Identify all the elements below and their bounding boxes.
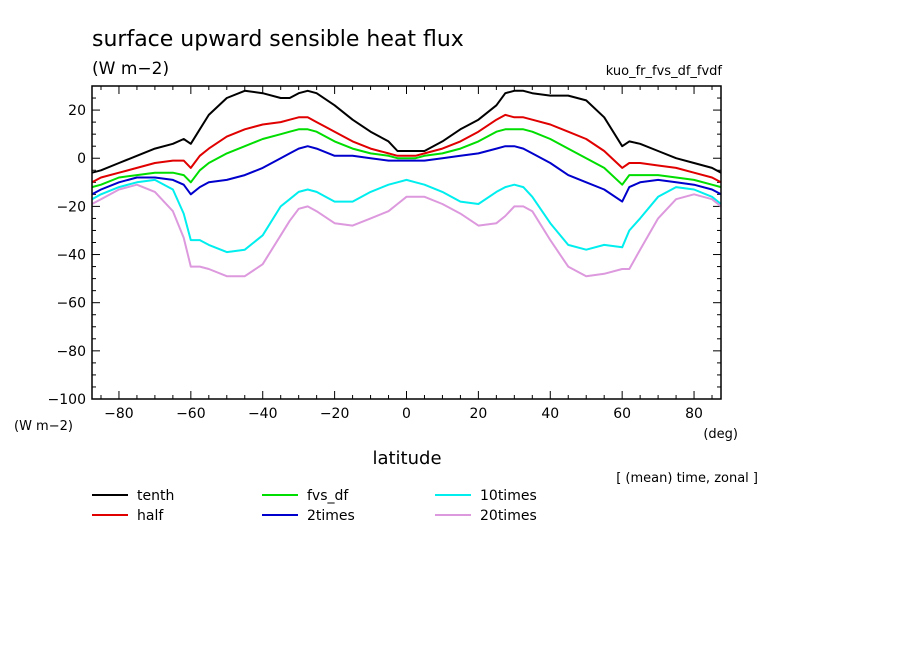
y-tick-label: −60: [56, 296, 86, 312]
series-lines: [91, 89, 722, 278]
run-label: kuo_fr_fvs_df_fvdf: [606, 64, 723, 79]
series-line-2times: [91, 145, 722, 203]
y-tick-label: 0: [77, 151, 86, 167]
x-tick-label: 60: [613, 406, 631, 422]
x-tick-label: −40: [248, 406, 278, 422]
y-tick-label: −20: [56, 199, 86, 215]
series-line-tenth: [91, 89, 722, 174]
y-tick-label: −100: [48, 392, 86, 408]
y-units: (W m−2): [14, 419, 73, 434]
legend-label-10times: 10times: [480, 488, 537, 504]
x-tick-label: 20: [469, 406, 487, 422]
legend-label-half: half: [137, 508, 164, 524]
y-tick-label: 20: [68, 103, 86, 119]
x-tick-label: 40: [541, 406, 559, 422]
y-tick-label: −80: [56, 344, 86, 360]
legend-label-fvs_df: fvs_df: [307, 488, 349, 504]
x-tick-label: −20: [320, 406, 350, 422]
legend-label-tenth: tenth: [137, 488, 174, 504]
x-tick-label: 0: [402, 406, 411, 422]
series-line-fvs_df: [91, 128, 722, 189]
chart-title: surface upward sensible heat flux: [92, 27, 464, 52]
legend: tenth half fvs_df 2times 10times 20times: [92, 488, 537, 524]
x-tick-label: −60: [176, 406, 206, 422]
x-axis-label: latitude: [372, 448, 441, 469]
series-line-20times: [91, 183, 722, 278]
x-tick-label: −80: [104, 406, 134, 422]
legend-label-20times: 20times: [480, 508, 537, 524]
x-tick-label: 80: [685, 406, 703, 422]
title-units: (W m−2): [92, 59, 169, 79]
x-units: (deg): [703, 427, 738, 442]
y-tick-label: −40: [56, 248, 86, 264]
averaging-note: [ (mean) time, zonal ]: [616, 471, 758, 486]
series-line-10times: [91, 178, 722, 254]
plot-frame: [91, 85, 722, 400]
legend-label-2times: 2times: [307, 508, 355, 524]
series-line-half: [91, 113, 722, 184]
axis-ticks: −80 −60 −40 −20 0 20 40 60 80 20 0 −20 −40 −60 −80 −100: [48, 85, 721, 422]
